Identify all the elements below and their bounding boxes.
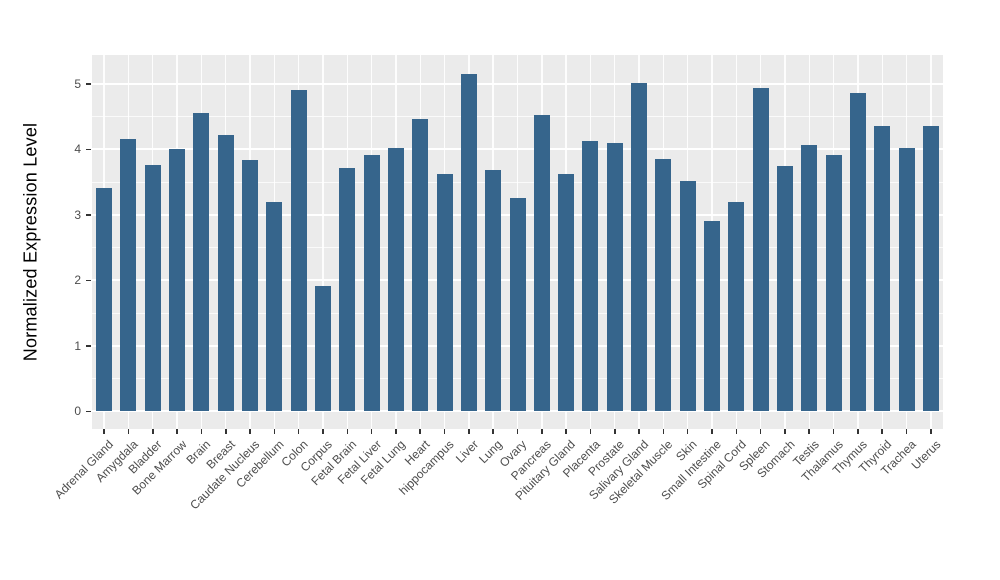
bar-thyroid: [874, 125, 891, 412]
x-axis-tick-mark: [541, 429, 543, 434]
x-axis-tick-mark: [662, 429, 665, 434]
x-axis-tick-mark: [905, 429, 908, 434]
y-axis-title: Normalized Expression Level: [20, 122, 41, 362]
bar-bone-marrow: [169, 149, 186, 412]
x-axis-tick-mark: [759, 429, 762, 434]
x-axis-tick-mark: [638, 429, 640, 434]
x-axis-tick-mark: [322, 429, 324, 434]
bar-thalamus: [825, 155, 842, 412]
x-axis-tick-mark: [832, 429, 835, 434]
x-axis-tick-mark: [176, 429, 178, 434]
y-axis-tick-label: 3: [74, 207, 81, 222]
bar-corpus: [314, 285, 331, 412]
y-axis-tick-mark: [86, 148, 91, 151]
x-axis-tick-mark: [930, 429, 932, 434]
bar-bladder: [144, 165, 161, 412]
x-axis-tick-mark: [103, 429, 105, 434]
y-axis-tick-mark: [86, 410, 91, 413]
x-axis-tick-mark: [468, 429, 470, 434]
bar-pancreas: [533, 114, 550, 412]
bar-ovary: [509, 197, 526, 412]
x-axis-tick-mark: [735, 429, 738, 434]
bar-thymus: [849, 92, 866, 412]
bar-breast: [217, 134, 234, 412]
bar-hippocampus: [436, 174, 453, 412]
x-axis-tick-mark: [346, 429, 349, 434]
bar-prostate: [606, 143, 623, 412]
bar-cerebellum: [266, 202, 283, 412]
bar-trachea: [898, 148, 915, 412]
x-axis-tick-mark: [249, 429, 251, 434]
bar-small-intestine: [704, 221, 720, 412]
bar-pituitary-gland: [558, 174, 575, 412]
y-axis-tick-label: 1: [74, 338, 81, 353]
x-axis-tick-mark: [370, 429, 373, 434]
y-axis-tick-label: 0: [74, 404, 81, 419]
y-axis-tick-mark: [86, 279, 91, 282]
x-axis-tick-mark: [151, 429, 154, 434]
bar-testis: [801, 145, 818, 412]
bar-heart: [412, 119, 429, 412]
bar-colon: [290, 89, 307, 412]
x-axis-tick-mark: [200, 429, 203, 434]
x-axis-tick-mark: [686, 429, 689, 434]
x-axis-tick-mark: [273, 429, 276, 434]
x-axis-tick-mark: [613, 429, 616, 434]
bar-spinal-cord: [728, 201, 745, 412]
x-axis-tick-mark: [565, 429, 567, 434]
y-axis-tick-mark: [86, 83, 91, 85]
x-axis-tick-mark: [492, 429, 494, 434]
bar-lung: [485, 169, 502, 412]
bar-amygdala: [120, 138, 137, 412]
y-axis-tick-label: 5: [74, 76, 81, 91]
bar-uterus: [922, 125, 939, 412]
x-axis-tick-mark: [297, 429, 300, 434]
bar-skin: [679, 180, 696, 412]
x-axis-tick-mark: [881, 429, 883, 434]
bar-placenta: [582, 140, 599, 412]
bar-caudate-nucleus: [242, 160, 259, 412]
x-axis-tick-mark: [224, 429, 227, 434]
x-axis-tick-mark: [127, 429, 130, 434]
bar-fetal-liver: [363, 155, 380, 412]
bar-stomach: [776, 165, 793, 412]
x-axis-tick-mark: [443, 429, 446, 434]
x-axis-tick-label: Liver: [452, 437, 482, 466]
y-axis-tick-label: 4: [74, 142, 81, 157]
bar-fetal-brain: [339, 168, 356, 412]
y-axis-tick-mark: [86, 214, 91, 216]
bar-liver: [460, 73, 477, 412]
x-axis-tick-mark: [784, 429, 786, 434]
gridline-vertical: [322, 55, 324, 429]
x-axis-tick-mark: [589, 429, 592, 434]
x-axis-tick-mark: [711, 429, 713, 434]
bar-skeletal-muscle: [655, 159, 672, 412]
bar-salivary-gland: [631, 82, 648, 412]
x-axis-tick-mark: [808, 429, 811, 434]
plot-panel: [92, 55, 943, 429]
bar-fetal-lung: [387, 148, 404, 412]
y-axis-tick-mark: [86, 345, 91, 347]
bar-adrenal-gland: [96, 187, 113, 412]
x-axis-tick-mark: [516, 429, 519, 434]
x-axis-tick-mark: [419, 429, 422, 434]
x-axis-tick-mark: [857, 429, 859, 434]
x-axis-tick-mark: [395, 429, 397, 434]
bar-brain: [193, 112, 210, 412]
bar-spleen: [752, 87, 769, 412]
y-axis-tick-label: 2: [74, 273, 81, 288]
